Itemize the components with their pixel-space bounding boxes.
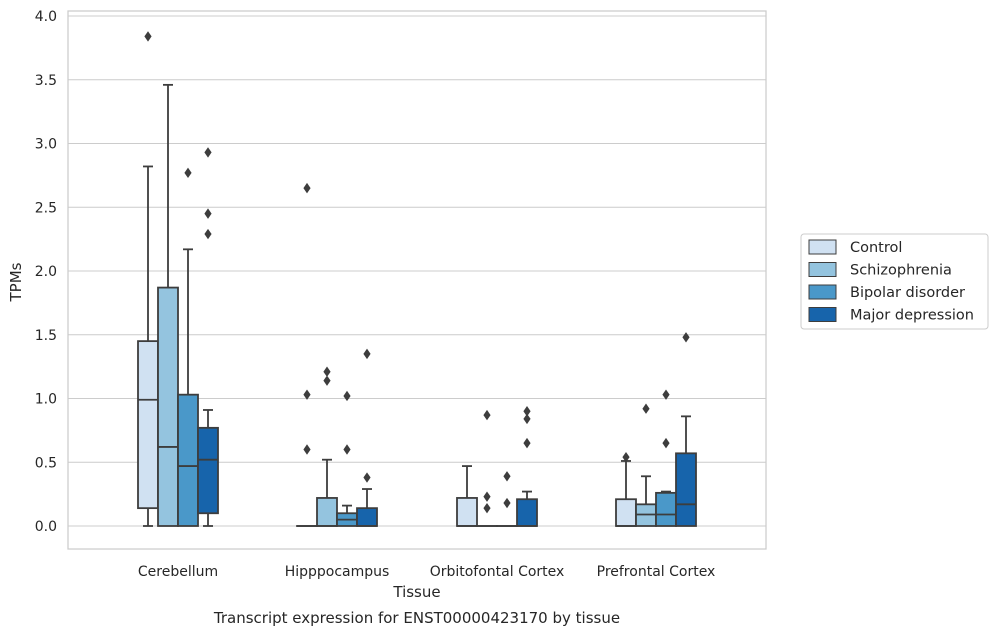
- box-body: [615, 498, 637, 527]
- y-tick-label: 1.5: [35, 328, 57, 344]
- box: [476, 409, 498, 527]
- y-tick-label: 0.0: [35, 519, 57, 535]
- outlier-point: [184, 167, 192, 179]
- box-body: [655, 491, 677, 527]
- legend-label: Major depression: [850, 308, 974, 324]
- x-tick-label: Prefrontal Cortex: [597, 564, 716, 580]
- legend-swatch: [808, 284, 837, 300]
- outlier-point: [483, 409, 491, 421]
- outlier-point: [343, 444, 351, 455]
- y-tick-label: 0.5: [35, 455, 57, 471]
- outlier-point: [303, 389, 311, 400]
- x-tick-label: Cerebellum: [138, 564, 218, 580]
- outlier-point: [204, 147, 212, 158]
- box-body: [177, 393, 199, 527]
- y-tick-label: 4.0: [35, 9, 57, 25]
- y-axis-title: TPMs: [7, 262, 25, 302]
- outlier-point: [323, 366, 331, 377]
- outlier-point: [323, 375, 331, 386]
- legend-swatch: [808, 307, 837, 322]
- box-body: [516, 498, 538, 527]
- outlier-point: [363, 472, 371, 483]
- outlier-point: [204, 228, 212, 240]
- box: [336, 390, 358, 527]
- outlier-point: [642, 403, 650, 414]
- outlier-point: [523, 406, 531, 417]
- outlier-point: [682, 332, 690, 343]
- legend: Control Schizophrenia Bipolar disorder Majo…: [800, 233, 989, 330]
- box: [675, 332, 697, 527]
- outlier-point: [503, 471, 511, 482]
- box-body: [675, 452, 697, 527]
- outlier-point: [343, 390, 351, 402]
- x-tick-label: Orbitofontal Cortex: [430, 564, 565, 580]
- outlier-point: [303, 182, 311, 194]
- outlier-point: [523, 413, 531, 425]
- legend-label: Bipolar disorder: [850, 285, 965, 301]
- box: [456, 465, 478, 527]
- outlier-point: [204, 208, 212, 219]
- x-tick-labels: Cerebellum Hipppocampus Orbitofontal Corte…: [138, 564, 715, 580]
- box-body: [197, 426, 219, 515]
- outlier-point: [303, 444, 311, 455]
- x-tick-label: Hipppocampus: [285, 564, 390, 580]
- box-body: [456, 497, 478, 527]
- outlier-point: [662, 389, 670, 400]
- y-tick-label: 3.0: [35, 137, 57, 153]
- legend-swatch: [808, 239, 837, 255]
- box: [356, 348, 378, 527]
- box: [496, 471, 518, 527]
- outlier-point: [503, 497, 511, 509]
- box-body: [157, 286, 179, 527]
- outlier-point: [483, 502, 491, 514]
- legend-label: Schizophrenia: [850, 263, 952, 279]
- box: [516, 406, 538, 527]
- y-tick-label: 3.5: [35, 73, 57, 89]
- box-body: [316, 497, 338, 527]
- legend-label: Control: [850, 240, 902, 256]
- plot-frame: [67, 10, 767, 550]
- box: [635, 403, 657, 527]
- legend-frame: [800, 233, 989, 330]
- x-axis-title: Tissue: [392, 583, 440, 601]
- outlier-point: [622, 451, 630, 463]
- chart-title: Transcript expression for ENST0000042317…: [213, 609, 620, 627]
- box: [197, 147, 219, 527]
- outlier-point: [144, 31, 152, 42]
- y-tick-label: 2.5: [35, 200, 57, 216]
- box: [316, 366, 338, 527]
- y-tick-label: 2.0: [35, 264, 57, 280]
- box-groups: [137, 31, 697, 527]
- outlier-point: [363, 348, 371, 360]
- box-body: [137, 340, 159, 510]
- y-tick-labels: 0.0 0.5 1.0 1.5 2.0 2.5 3.0 3.5 4.0: [35, 9, 57, 535]
- outlier-point: [662, 437, 670, 449]
- outlier-point: [483, 491, 491, 502]
- legend-swatch: [808, 262, 837, 277]
- y-tick-label: 1.0: [35, 392, 57, 408]
- box-body: [356, 507, 378, 527]
- outlier-point: [523, 437, 531, 449]
